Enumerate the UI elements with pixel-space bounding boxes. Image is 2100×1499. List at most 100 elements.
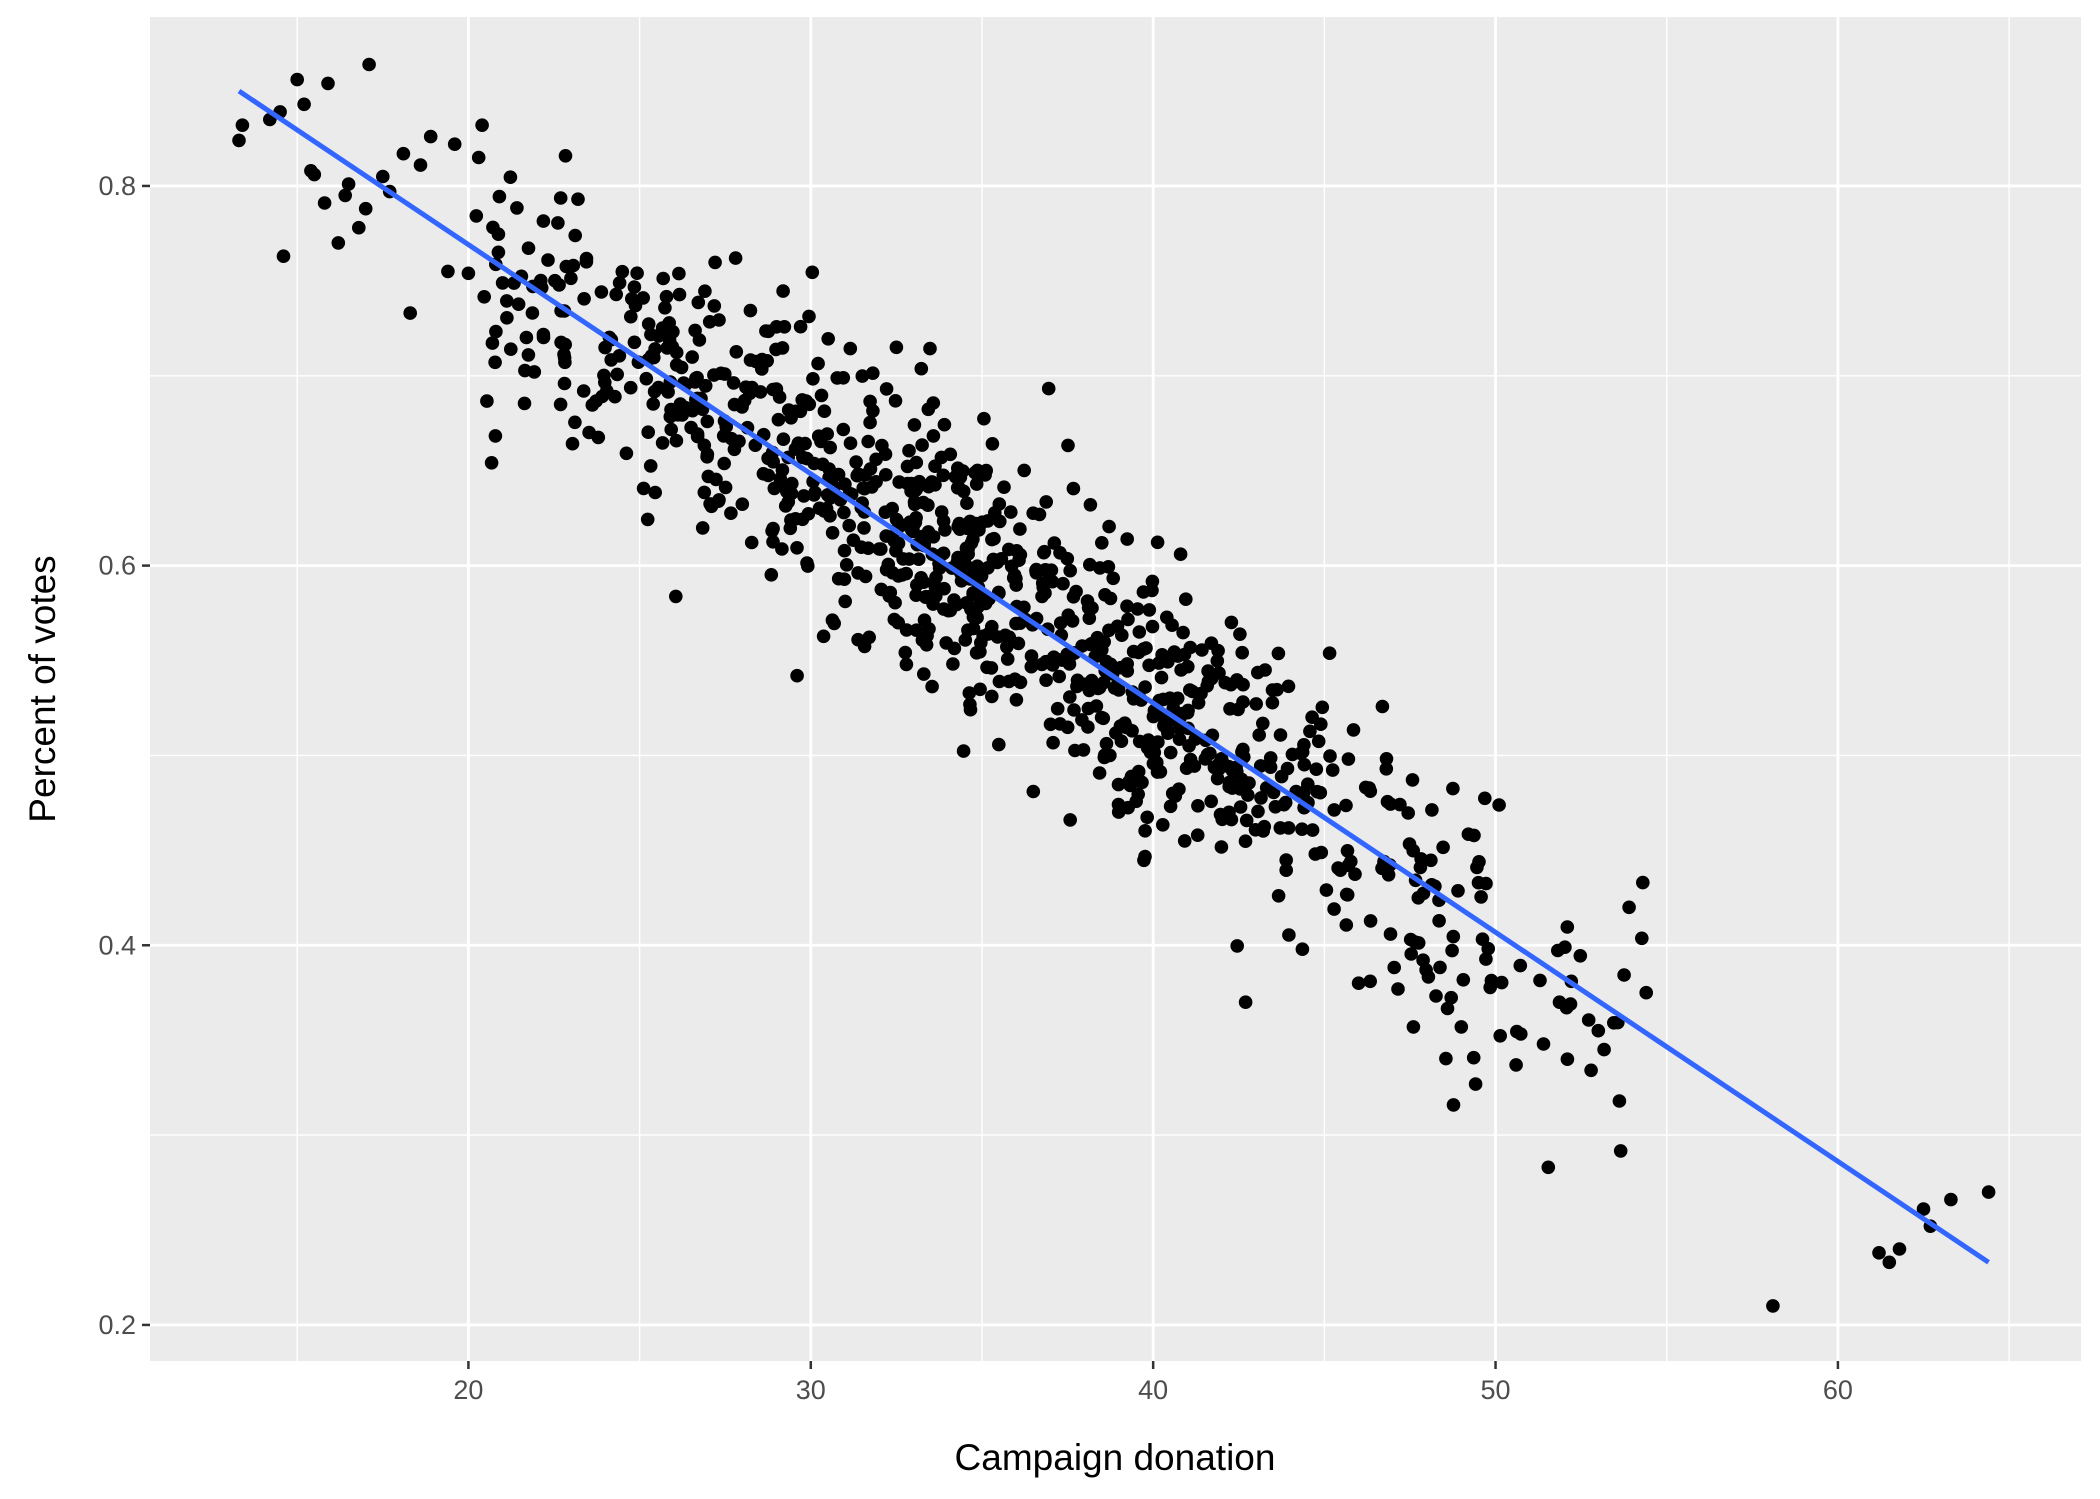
data-point: [1063, 563, 1077, 578]
data-point: [612, 349, 627, 363]
data-point: [1387, 960, 1401, 975]
data-point: [1254, 791, 1268, 805]
data-point: [869, 452, 883, 467]
data-point: [756, 467, 771, 481]
y-axis-tick-labels: 0.2 0.4 0.6 0.8: [98, 171, 136, 1340]
axis-ticks: [142, 184, 1840, 1369]
data-point: [297, 97, 311, 112]
data-point: [1111, 805, 1126, 819]
data-point: [558, 355, 572, 370]
data-point: [1039, 673, 1053, 687]
data-point: [1145, 619, 1160, 634]
data-point: [1281, 679, 1296, 694]
data-point: [1552, 995, 1567, 1009]
data-point: [807, 488, 821, 502]
data-point: [1401, 806, 1415, 820]
data-point: [1451, 884, 1465, 898]
data-point: [495, 276, 510, 290]
data-point: [624, 309, 638, 324]
data-point: [1339, 918, 1354, 932]
data-point: [1160, 651, 1174, 665]
data-point: [771, 412, 786, 427]
data-point: [1563, 997, 1578, 1011]
data-point: [1273, 821, 1288, 835]
data-point: [904, 476, 919, 491]
data-point: [1236, 677, 1250, 692]
data-point: [1432, 914, 1446, 928]
y-tick-label: 0.4: [98, 930, 136, 960]
data-point: [1981, 1185, 1996, 1199]
data-point: [925, 475, 939, 489]
data-point: [924, 589, 939, 603]
data-point: [1041, 381, 1056, 396]
data-point: [1639, 985, 1653, 1000]
data-point: [1111, 777, 1126, 792]
data-point: [669, 345, 684, 360]
data-point: [1513, 958, 1528, 973]
data-point: [548, 273, 562, 288]
data-point: [879, 529, 893, 543]
data-point: [1211, 643, 1225, 658]
data-point: [836, 422, 851, 437]
data-point: [788, 404, 803, 419]
data-point: [1348, 867, 1362, 881]
data-point: [879, 468, 893, 482]
data-point: [1481, 941, 1495, 956]
data-point: [1065, 614, 1080, 628]
data-point: [1440, 1001, 1455, 1016]
y-tick-label: 0.8: [98, 171, 136, 201]
data-point: [1076, 677, 1091, 691]
data-point: [565, 436, 580, 451]
data-point: [1092, 766, 1107, 780]
data-point: [1266, 785, 1281, 800]
data-point: [669, 433, 684, 448]
data-point: [536, 327, 551, 342]
data-point: [1106, 571, 1120, 586]
data-point: [1311, 734, 1326, 749]
data-point: [862, 630, 876, 645]
data-point: [727, 442, 742, 457]
x-tick-label: 40: [1138, 1375, 1168, 1405]
data-point: [484, 456, 499, 470]
data-point: [525, 306, 540, 320]
data-point: [527, 365, 542, 379]
data-point: [1591, 1023, 1606, 1038]
data-point: [1253, 759, 1268, 773]
data-point: [1156, 692, 1171, 707]
data-point: [974, 516, 988, 531]
data-point: [1172, 732, 1187, 746]
data-point: [1436, 840, 1450, 855]
data-point: [1006, 571, 1021, 585]
data-point: [1558, 940, 1572, 954]
data-point: [1494, 975, 1509, 990]
data-point: [796, 450, 810, 465]
data-point: [1297, 757, 1312, 772]
data-point: [857, 521, 871, 535]
data-point: [1278, 795, 1293, 810]
data-point: [1115, 628, 1129, 642]
data-point: [718, 367, 732, 381]
data-point: [655, 321, 670, 335]
data-point: [685, 403, 700, 418]
data-point: [504, 342, 518, 357]
data-point: [925, 679, 939, 694]
data-point: [480, 394, 494, 408]
data-point: [1319, 883, 1334, 897]
data-point: [764, 568, 779, 582]
data-point: [1026, 784, 1041, 799]
data-point: [1456, 973, 1471, 987]
data-point: [672, 287, 687, 302]
data-point: [1766, 1299, 1780, 1313]
data-point: [1635, 931, 1649, 946]
data-point: [1273, 728, 1288, 742]
data-point: [1251, 665, 1265, 680]
data-point: [1004, 505, 1018, 519]
data-point: [697, 485, 712, 500]
data-point: [1429, 989, 1443, 1003]
data-point: [1560, 1052, 1575, 1066]
data-point: [488, 429, 503, 443]
data-point: [928, 459, 942, 474]
data-point: [1099, 736, 1114, 751]
data-point: [666, 325, 680, 339]
data-point: [1067, 703, 1081, 717]
